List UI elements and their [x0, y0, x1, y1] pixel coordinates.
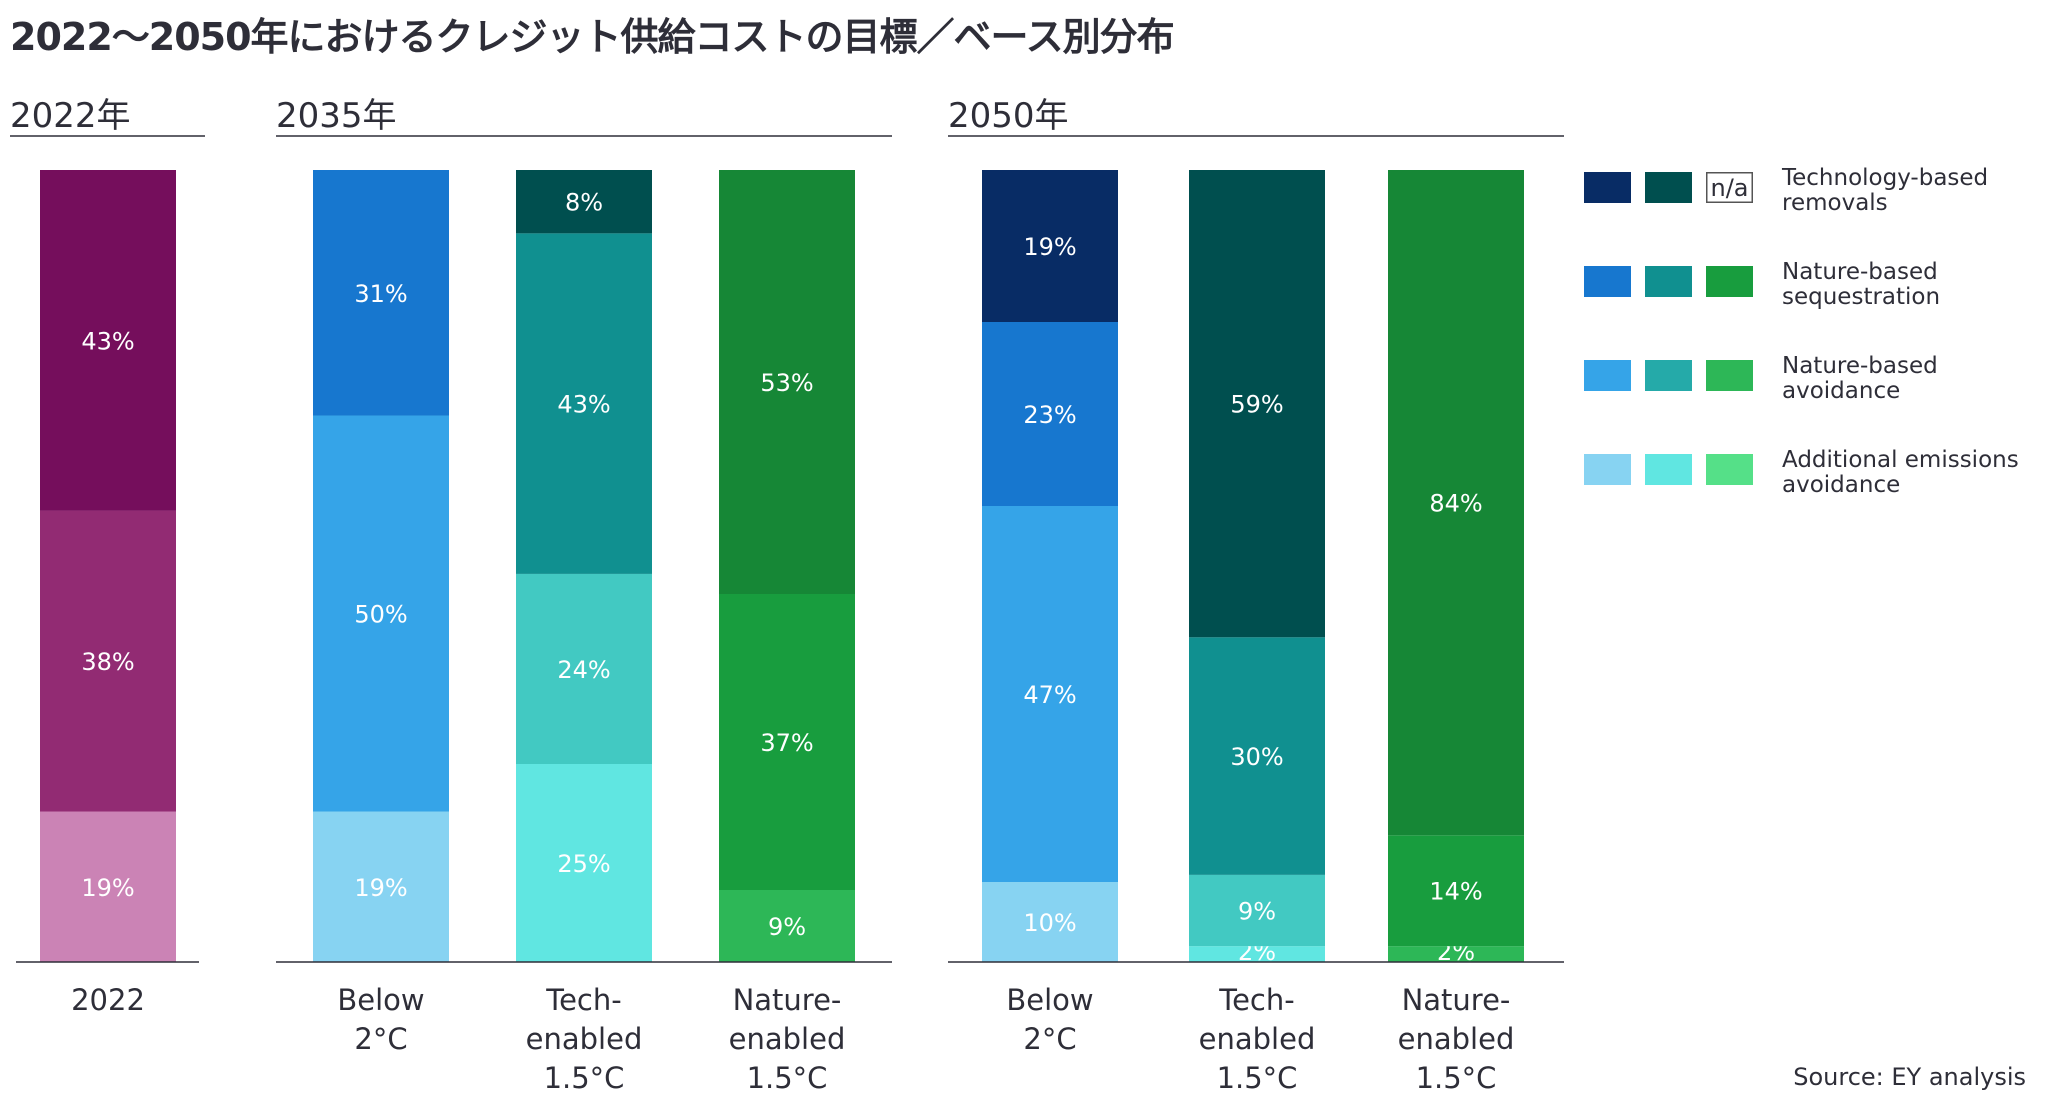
bar-segment	[40, 510, 176, 812]
group-title: 2035年	[276, 96, 397, 136]
data-label: 53%	[760, 369, 813, 397]
legend-label: sequestration	[1782, 284, 1940, 310]
category-label: enabled	[1199, 1022, 1316, 1056]
bar-segment	[1189, 946, 1325, 962]
category-label: 2°C	[354, 1022, 407, 1056]
data-label: 19%	[81, 874, 134, 902]
category-label: Below	[1006, 983, 1093, 1017]
data-label: 19%	[354, 874, 407, 902]
bar-segment	[313, 415, 449, 812]
bar-segment	[719, 890, 855, 962]
source-note: Source: EY analysis	[1793, 1063, 2026, 1091]
data-label: 50%	[354, 601, 407, 629]
bar-segment	[719, 170, 855, 594]
legend-swatch	[1584, 266, 1631, 297]
category-label: 2022	[71, 983, 145, 1017]
group-title: 2022年	[10, 96, 131, 136]
bar-segment	[982, 170, 1118, 322]
data-label: 10%	[1023, 909, 1076, 937]
legend-swatch	[1645, 360, 1692, 391]
category-label: 1.5°C	[747, 1061, 828, 1095]
data-label: 9%	[768, 913, 806, 941]
data-label: 43%	[557, 391, 610, 419]
bar-segment	[516, 233, 652, 574]
legend-label: Nature-based	[1782, 353, 1938, 379]
legend-swatch	[1584, 360, 1631, 391]
data-label: 30%	[1230, 743, 1283, 771]
bar-segment	[40, 170, 176, 511]
legend-label: Technology-based	[1781, 165, 1988, 191]
data-label: 8%	[565, 189, 603, 217]
legend-swatch	[1645, 454, 1692, 485]
data-label: 84%	[1429, 490, 1482, 518]
legend-swatch	[1706, 360, 1753, 391]
bar-segment	[313, 811, 449, 962]
legend-swatch	[1706, 266, 1753, 297]
data-label: 25%	[557, 850, 610, 878]
group-title: 2050年	[948, 96, 1069, 136]
bar-segment	[40, 811, 176, 962]
data-label: 38%	[81, 648, 134, 676]
bar-segment	[1388, 170, 1524, 836]
category-label: Nature-	[1402, 983, 1511, 1017]
data-label: 43%	[81, 327, 134, 355]
legend-label: avoidance	[1782, 378, 1900, 404]
category-label: enabled	[729, 1022, 846, 1056]
category-label: Nature-	[733, 983, 842, 1017]
category-label: 1.5°C	[544, 1061, 625, 1095]
data-label: 47%	[1023, 681, 1076, 709]
bar-segment	[516, 764, 652, 962]
bar-segment	[516, 170, 652, 234]
chart-title: 2022〜2050年におけるクレジット供給コストの目標／ベース別分布	[10, 15, 1175, 59]
bar-segment	[982, 322, 1118, 506]
bar-segment	[1388, 835, 1524, 947]
legend-swatch	[1584, 454, 1631, 485]
data-label: 9%	[1238, 898, 1276, 926]
data-label: 14%	[1429, 878, 1482, 906]
legend-label: Nature-based	[1782, 259, 1938, 285]
data-label: 59%	[1230, 391, 1283, 419]
bar-segment	[719, 594, 855, 890]
bar-segment	[1388, 946, 1524, 962]
data-label: 31%	[354, 280, 407, 308]
category-label: 1.5°C	[1217, 1061, 1298, 1095]
legend-swatch-na	[1706, 172, 1753, 203]
legend-label: removals	[1782, 190, 1888, 216]
category-label: Below	[337, 983, 424, 1017]
legend-swatch	[1584, 172, 1631, 203]
legend-swatch	[1645, 266, 1692, 297]
data-label: 24%	[557, 656, 610, 684]
bar-segment	[1189, 170, 1325, 638]
bar-segment	[1189, 874, 1325, 947]
category-label: 2°C	[1023, 1022, 1076, 1056]
legend-label: Additional emissions	[1782, 447, 2019, 473]
bar-segment	[516, 573, 652, 764]
data-label: 23%	[1023, 401, 1076, 429]
data-label: 19%	[1023, 233, 1076, 261]
legend-swatch	[1645, 172, 1692, 203]
category-label: enabled	[526, 1022, 643, 1056]
data-label: 37%	[760, 729, 813, 757]
category-label: enabled	[1398, 1022, 1515, 1056]
legend-label: avoidance	[1782, 472, 1900, 498]
category-label: 1.5°C	[1416, 1061, 1497, 1095]
legend-na-label: n/a	[1710, 174, 1748, 202]
bar-segment	[982, 506, 1118, 882]
category-label: Tech-	[545, 983, 621, 1017]
bar-segment	[1189, 637, 1325, 875]
bar-segment	[313, 170, 449, 416]
bar-segment	[982, 882, 1118, 962]
legend-swatch	[1706, 454, 1753, 485]
category-label: Tech-	[1218, 983, 1294, 1017]
